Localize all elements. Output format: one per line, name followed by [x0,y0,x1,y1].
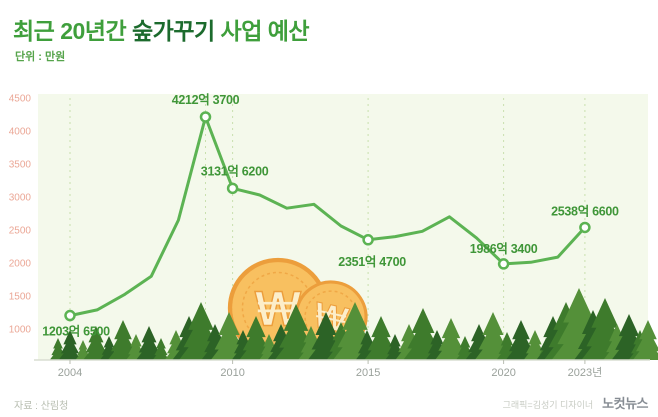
unit-label: 단위 : 만원 [15,51,66,63]
data-point-marker [579,221,591,234]
data-point-marker [226,182,239,195]
data-point-label: 1203억 6500 [42,325,110,339]
data-point-label: 2538억 6600 [551,204,619,218]
title-emphasis: 숲가꾸기 [132,18,215,44]
data-point-label: 3131억 6200 [201,164,269,178]
data-point-marker [497,258,510,270]
x-axis-tick-label: 2015 [356,367,380,379]
y-axis-tick-label: 2500 [9,226,32,237]
forest-trees-icon [49,288,658,360]
y-axis-tick-label: 4000 [9,127,32,138]
y-axis-tick-label: 1500 [9,292,32,303]
data-point-label: 2351억 4700 [338,255,406,269]
y-axis-tick-label: 2000 [9,259,32,270]
source-label: 자료 : 산림청 [14,401,69,412]
x-axis-tick-label: 2004 [58,367,82,379]
y-axis-tick-label: 3500 [9,160,32,171]
data-point-label: 1986억 3400 [470,242,538,256]
y-axis-tick-label: 4500 [9,94,32,105]
title-prefix: 최근 20년간 [13,18,133,44]
y-axis-tick-label: 1000 [9,325,32,336]
x-axis-tick-label: 2020 [491,367,515,379]
data-point-marker [64,309,76,322]
budget-line [68,115,587,318]
data-point-label: 4212억 3700 [172,93,240,107]
designer-credit: 그래픽=김성기 디자이너 [502,400,594,410]
x-axis-tick-label: 2023년 [568,366,603,379]
news-brand-logo: 노컷뉴스 [602,396,648,411]
x-axis-tick-label: 2010 [220,367,244,379]
data-point-marker [362,234,374,246]
footer-right: 그래픽=김성기 디자이너 노컷뉴스 [502,393,649,412]
page-title: 최근 20년간 숲가꾸기 사업 예산 [13,12,310,46]
data-point-marker [199,111,212,123]
chart-area: W W 1203억 6500 4212억 3700 3131억 6200 2351억 47… [0,88,658,388]
title-suffix: 사업 예산 [214,18,310,44]
y-axis-tick-label: 3000 [9,193,32,204]
